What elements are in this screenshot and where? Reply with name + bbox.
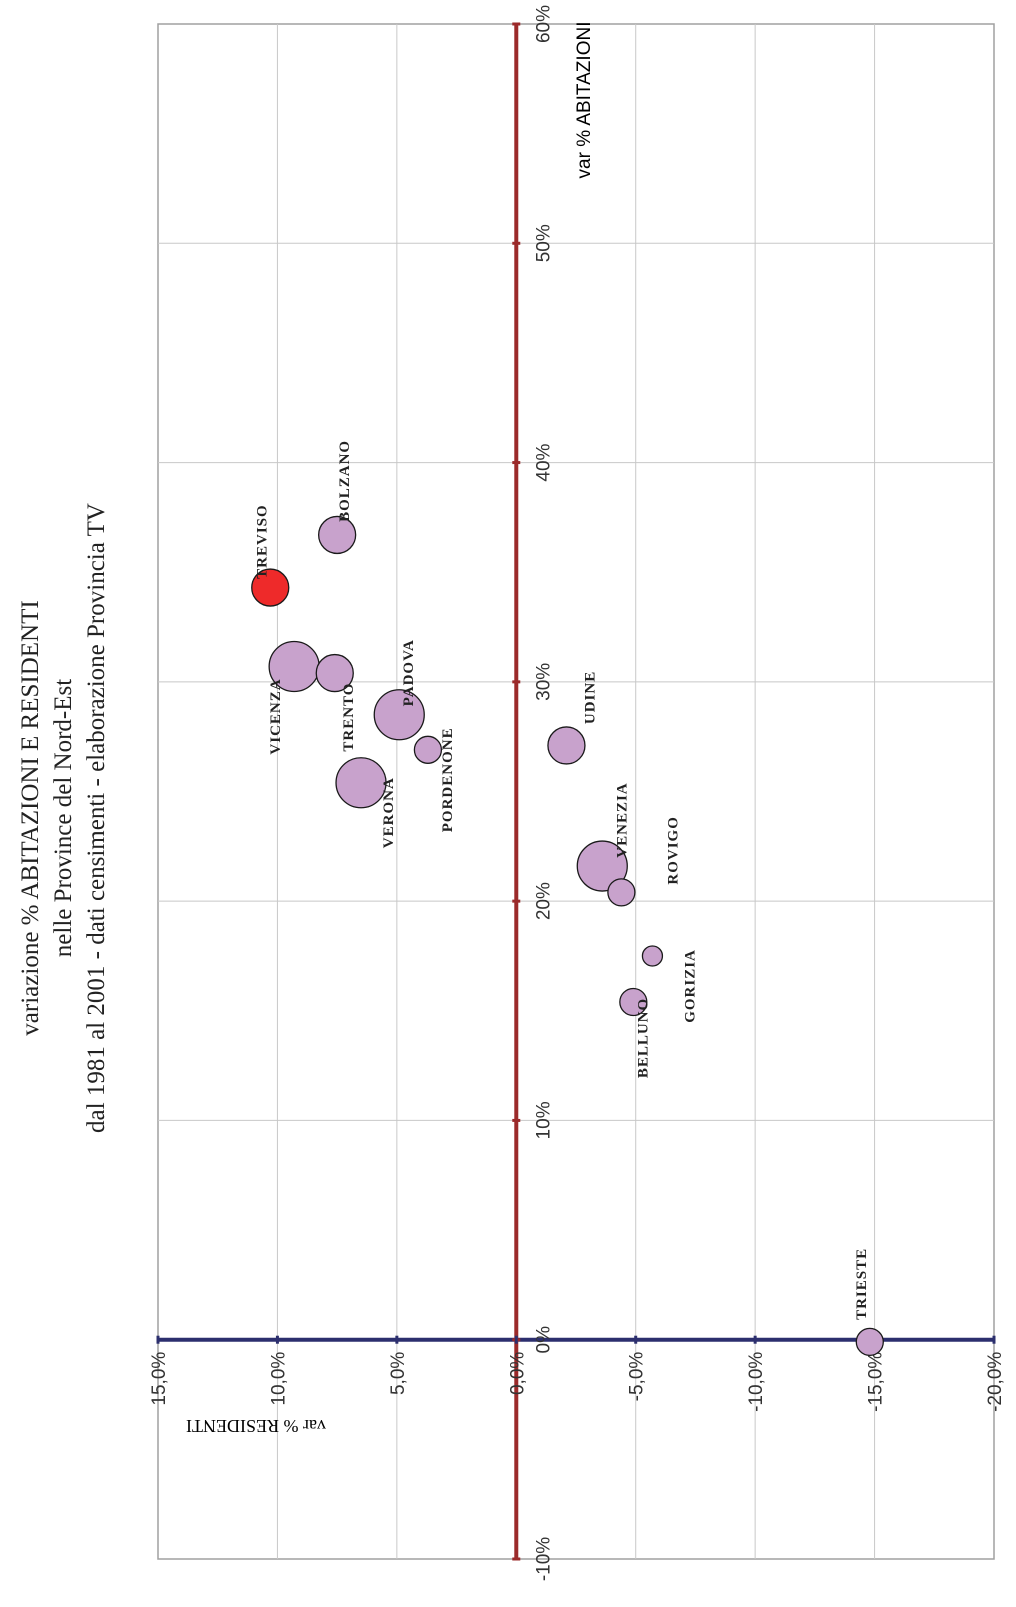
axes: [158, 24, 994, 1559]
bubble-trento: [315, 653, 354, 693]
bubble-label-treviso: TREVISO: [254, 504, 270, 579]
chart-title-line-2: nelle Province del Nord-Est: [50, 679, 77, 957]
abitazioni-tick-label: 50%: [533, 224, 554, 262]
bubble-padova: [373, 689, 425, 741]
residenti-axis-title: var % RESIDENTI: [186, 1416, 326, 1436]
chart-title-line-1: variazione % ABITAZIONI E RESIDENTI: [17, 600, 44, 1035]
bubble-venezia: [576, 840, 628, 892]
residenti-tick-label: -5,0%: [627, 1352, 648, 1402]
bubble-treviso: [251, 568, 290, 607]
bubble-label-gorizia: GORIZIA: [682, 949, 698, 1023]
bubble-gorizia: [641, 945, 664, 967]
abitazioni-tick-label: 0%: [533, 1326, 554, 1354]
bubble-label-trieste: TRIESTE: [854, 1248, 870, 1320]
abitazioni-tick-label: 20%: [533, 882, 554, 920]
bubble-bolzano: [317, 515, 357, 555]
bubble-label-udine: UDINE: [582, 671, 598, 724]
abitazioni-tick-labels: -10% 0% 10% 20% 30% 40% 50% 60%: [512, 5, 554, 1581]
residenti-tick-label: -15,0%: [866, 1352, 887, 1412]
chart-title: variazione % ABITAZIONI E RESIDENTI nell…: [17, 503, 110, 1133]
bubble-pordenone: [413, 735, 443, 764]
abitazioni-tick-label: 60%: [533, 5, 554, 43]
bubble-trieste: [855, 1327, 884, 1357]
residenti-tick-label: 15,0%: [149, 1352, 170, 1406]
chart-title-line-3: dal 1981 al 2001 - dati censimenti - ela…: [83, 503, 110, 1133]
residenti-tick-label: 0,0%: [507, 1352, 528, 1395]
residenti-tick-label: 10,0%: [268, 1352, 289, 1406]
bubble-label-padova: PADOVA: [401, 639, 417, 706]
bubble-label-belluno: BELLUNO: [635, 998, 651, 1078]
bubble-label-verona: VERONA: [381, 777, 397, 848]
abitazioni-tick-label: 40%: [533, 443, 554, 481]
bubble-belluno: [619, 987, 648, 1017]
abitazioni-tick-label: 10%: [533, 1101, 554, 1139]
residenti-tick-labels: 15,0% 10,0% 5,0% 0,0% -5,0% -10,0% -15,0% -20,0…: [149, 1335, 1006, 1412]
residenti-tick-label: -20,0%: [985, 1352, 1006, 1412]
residenti-tick-label: -10,0%: [746, 1352, 767, 1412]
abitazioni-tick-label: 30%: [533, 663, 554, 701]
abitazioni-axis-title: var % ABITAZIONI: [574, 22, 595, 179]
residenti-tick-label: 5,0%: [388, 1352, 409, 1395]
plot-frame: [157, 23, 995, 1560]
bubble-verona: [335, 757, 387, 809]
bubble-label-vicenza: VICENZA: [268, 678, 284, 754]
bubble-label-pordenone: PORDENONE: [440, 727, 456, 832]
abitazioni-tick-label: -10%: [533, 1537, 554, 1581]
bubble-label-rovigo: ROVIGO: [665, 816, 681, 885]
bubble-rovigo: [607, 878, 636, 907]
bubble-labels: TREVISO BOLZANO VICENZA TRENTO PADOVA VERONA P…: [254, 440, 870, 1320]
bubbles: [251, 515, 884, 1357]
bubble-udine: [547, 726, 586, 765]
bubble-label-bolzano: BOLZANO: [337, 440, 353, 522]
bubble-label-trento: TRENTO: [341, 683, 357, 752]
bubble-label-venezia: VENEZIA: [614, 782, 630, 857]
